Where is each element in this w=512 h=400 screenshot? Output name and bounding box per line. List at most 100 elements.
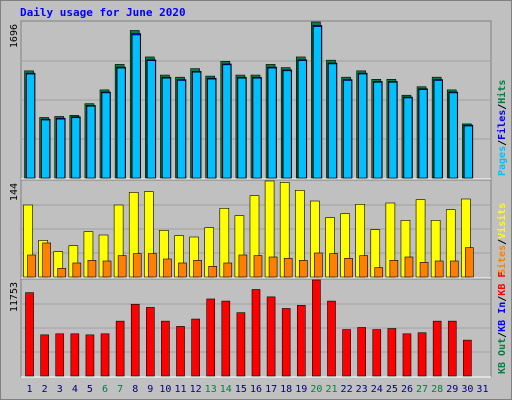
bar <box>434 260 444 278</box>
bar <box>71 117 81 179</box>
x-tick-label: 17 <box>265 384 277 395</box>
x-tick-label: 11 <box>174 384 186 395</box>
bar <box>146 307 155 377</box>
bar <box>403 97 413 179</box>
bar <box>298 260 308 278</box>
legend-separator: / <box>497 332 508 338</box>
x-tick-label: 1 <box>27 384 33 395</box>
bar <box>251 289 261 377</box>
bar <box>27 254 36 278</box>
bar <box>372 329 382 377</box>
legend-separator: / <box>497 104 508 110</box>
bar <box>358 73 367 179</box>
bar <box>282 70 292 179</box>
bar <box>42 242 51 278</box>
bar <box>342 329 351 377</box>
bar <box>389 260 399 278</box>
bar <box>449 260 459 278</box>
x-tick-label: 25 <box>386 384 398 395</box>
bar <box>115 320 125 377</box>
bar <box>222 64 232 179</box>
bar <box>72 262 82 278</box>
x-tick-label: 27 <box>416 384 428 395</box>
x-tick-label: 22 <box>341 384 353 395</box>
bar <box>148 253 157 278</box>
legend-separator: / <box>497 239 508 245</box>
bar <box>41 119 50 179</box>
x-tick-label: 16 <box>250 384 262 395</box>
bar <box>87 260 97 278</box>
bar <box>447 320 457 377</box>
bar <box>432 320 442 377</box>
bar <box>267 67 277 179</box>
bar <box>117 255 127 278</box>
bar <box>161 320 170 377</box>
bar <box>357 327 366 377</box>
x-tick-label: 28 <box>431 384 443 395</box>
bar <box>238 254 248 278</box>
y-tick-label: 11753 <box>9 282 20 312</box>
bar <box>419 262 429 278</box>
bar <box>178 262 187 278</box>
bar <box>433 80 443 179</box>
legend: Pages/Files/Hits <box>496 80 508 176</box>
bar <box>86 105 96 179</box>
bar <box>102 260 112 278</box>
bar <box>237 77 247 179</box>
bar <box>223 262 233 278</box>
bar <box>268 256 278 278</box>
x-tick-label: 14 <box>220 384 232 395</box>
bar <box>297 60 307 179</box>
x-tick-label: 9 <box>147 384 153 395</box>
bar <box>177 80 186 179</box>
x-tick-label: 3 <box>57 384 63 395</box>
bar <box>343 80 352 179</box>
bar <box>252 77 262 179</box>
legend-entry: KB In <box>497 302 508 332</box>
x-tick-label: 12 <box>190 384 202 395</box>
x-tick-label: 24 <box>371 384 383 395</box>
bar <box>26 73 35 179</box>
x-tick-label: 7 <box>117 384 123 395</box>
bar <box>100 333 110 377</box>
legend-entry: Hits <box>496 80 508 104</box>
bar <box>313 26 322 179</box>
legend-entry: Visits <box>496 203 508 239</box>
bar <box>116 67 126 179</box>
bar <box>329 253 338 278</box>
bar <box>221 300 231 377</box>
x-tick-label: 5 <box>87 384 93 395</box>
bar <box>404 256 414 278</box>
bar <box>191 318 200 377</box>
bar <box>312 279 321 377</box>
x-tick-label: 4 <box>72 384 78 395</box>
bar <box>253 255 263 278</box>
x-tick-label: 31 <box>476 384 488 395</box>
bar <box>57 268 67 278</box>
bar <box>266 296 276 377</box>
bar <box>283 258 293 278</box>
bar <box>163 258 172 278</box>
x-tick-label: 20 <box>310 384 322 395</box>
bar <box>236 312 246 377</box>
x-tick-label: 13 <box>205 384 217 395</box>
legend-separator: / <box>497 140 508 146</box>
bar <box>162 77 171 179</box>
x-tick-label: 19 <box>295 384 307 395</box>
bar <box>192 71 201 179</box>
x-tick-label: 21 <box>325 384 337 395</box>
legend-entry: Pages <box>497 146 508 176</box>
bar <box>374 267 384 278</box>
bar <box>130 303 140 377</box>
bar <box>373 82 383 179</box>
x-tick-label: 15 <box>235 384 247 395</box>
bar <box>281 308 291 377</box>
x-tick-label: 26 <box>401 384 413 395</box>
bar <box>448 92 458 179</box>
x-tick-label: 30 <box>461 384 473 395</box>
legend-entry: Sites <box>496 245 508 275</box>
x-tick-label: 18 <box>280 384 292 395</box>
bar <box>387 328 397 377</box>
bar <box>208 266 218 278</box>
bar <box>327 300 336 377</box>
